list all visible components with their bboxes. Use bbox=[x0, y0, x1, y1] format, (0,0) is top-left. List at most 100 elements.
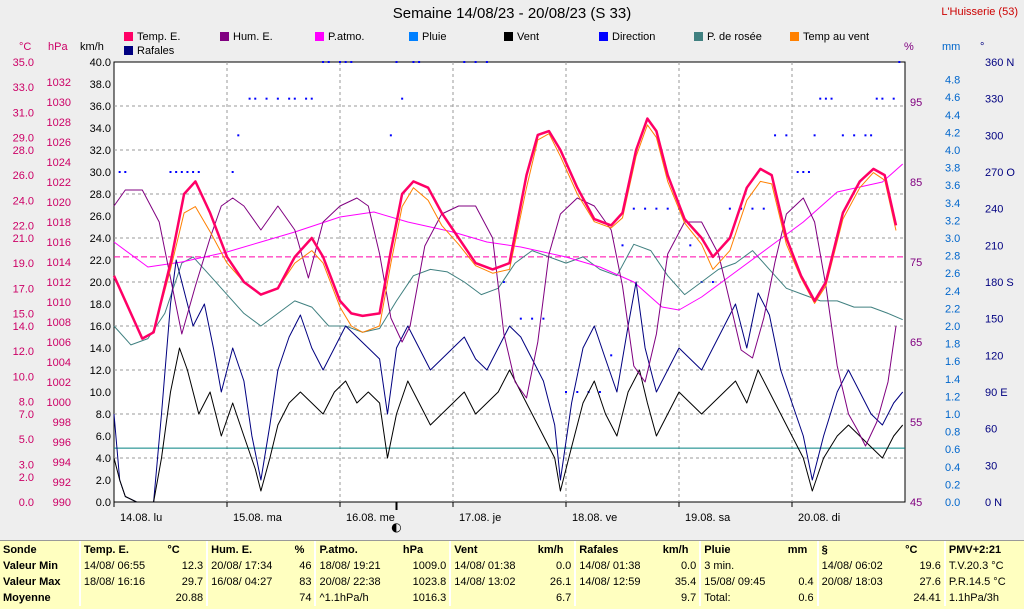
direction-tick-label: 60 bbox=[985, 424, 997, 436]
direction-point bbox=[401, 97, 404, 100]
direction-point bbox=[519, 317, 522, 320]
vent-max-date: 14/08/ 13:02 bbox=[449, 574, 535, 590]
hdr-rafales-unit: km/h bbox=[662, 544, 689, 556]
vent-min-date: 14/08/ 01:38 bbox=[449, 558, 535, 574]
direction-point bbox=[824, 97, 827, 100]
pressure-tick-label: 1022 bbox=[47, 177, 71, 189]
hdr-rafales: Rafales bbox=[574, 541, 660, 558]
section-avg-date bbox=[816, 590, 903, 606]
legend-swatch bbox=[124, 46, 133, 55]
direction-point bbox=[892, 97, 895, 100]
direction-point bbox=[875, 97, 878, 100]
direction-axis-unit: ° bbox=[980, 41, 985, 53]
direction-point bbox=[598, 391, 601, 393]
wind-tick-label: 36.0 bbox=[90, 101, 111, 113]
series-line-temp-e- bbox=[112, 117, 898, 340]
rain-tick-label: 2.6 bbox=[945, 268, 960, 280]
wind-tick-label: 12.0 bbox=[90, 365, 111, 377]
stats-row-max: Valeur Max 18/08/ 16:16 29.7 16/08/ 04:2… bbox=[0, 574, 1024, 590]
pressure-tick-label: 1006 bbox=[47, 337, 71, 349]
humidity-tick-label: 85 bbox=[910, 177, 922, 189]
vent-avg-value: 6.7 bbox=[555, 591, 572, 604]
x-tick-label: 14.08. lu bbox=[120, 512, 162, 524]
legend-label: Vent bbox=[517, 31, 540, 43]
wind-tick-label: 8.0 bbox=[96, 409, 111, 421]
rain-tick-label: 1.8 bbox=[945, 339, 960, 351]
rain-tick-label: 4.2 bbox=[945, 127, 960, 139]
direction-point bbox=[474, 61, 477, 63]
direction-tick-label: 120 bbox=[985, 350, 1003, 362]
temp-axis-unit: °C bbox=[19, 41, 32, 53]
pluie-total-value: 0.6 bbox=[798, 591, 814, 604]
legend-label: Rafales bbox=[137, 45, 175, 57]
rain-tick-label: 2.4 bbox=[945, 286, 960, 298]
hdr-vent-unit: km/h bbox=[537, 544, 564, 556]
legend-rafales: Rafales bbox=[124, 45, 174, 57]
direction-point bbox=[819, 97, 822, 100]
pmv-tv: T.V.20.3 °C bbox=[943, 558, 1024, 574]
pressure-tick-label: 992 bbox=[53, 477, 71, 489]
temp-tick-label: 22.0 bbox=[13, 220, 34, 232]
pluie-min-date: 3 min. bbox=[699, 558, 785, 574]
pressure-tick-label: 1012 bbox=[47, 277, 71, 289]
legend-label: Pluie bbox=[422, 31, 447, 43]
rafales-max-date: 14/08/ 12:59 bbox=[574, 574, 660, 590]
hdr-section: § bbox=[816, 541, 903, 558]
section-avg-value: 24.41 bbox=[913, 591, 941, 604]
temp-tick-label: 10.0 bbox=[13, 371, 34, 383]
legend-label: P. de rosée bbox=[707, 31, 762, 43]
legend-windchill: Temp au vent bbox=[790, 31, 869, 43]
station-name: L'Huisserie (53) bbox=[941, 6, 1018, 18]
legend-direction: Direction bbox=[599, 31, 655, 43]
pressure-tick-label: 1030 bbox=[47, 97, 71, 109]
hum-min-date: 20/08/ 17:34 bbox=[206, 558, 292, 574]
temp-tick-label: 26.0 bbox=[13, 170, 34, 182]
pmv-trend: 1.1hPa/3h bbox=[943, 590, 1024, 606]
direction-point bbox=[881, 97, 884, 100]
direction-point bbox=[830, 97, 833, 100]
rain-tick-label: 1.6 bbox=[945, 356, 960, 368]
direction-point bbox=[118, 171, 121, 173]
hdr-pluie: Pluie bbox=[699, 541, 785, 558]
temp-tick-label: 14.0 bbox=[13, 321, 34, 333]
rain-tick-label: 0.0 bbox=[945, 497, 960, 509]
direction-point bbox=[644, 207, 647, 210]
rain-tick-label: 3.8 bbox=[945, 163, 960, 175]
direction-point bbox=[531, 317, 534, 320]
rain-tick-label: 0.2 bbox=[945, 479, 960, 491]
wind-tick-label: 6.0 bbox=[96, 431, 111, 443]
wind-tick-label: 28.0 bbox=[90, 189, 111, 201]
wind-tick-label: 20.0 bbox=[90, 277, 111, 289]
patmo-max-value: 1023.8 bbox=[412, 575, 447, 588]
direction-point bbox=[197, 171, 200, 173]
direction-point bbox=[186, 171, 189, 173]
section-max-value: 27.6 bbox=[919, 575, 941, 588]
temp-tick-label: 31.0 bbox=[13, 107, 34, 119]
temp-max-date: 18/08/ 16:16 bbox=[78, 574, 165, 590]
legend-swatch bbox=[409, 32, 418, 41]
direction-tick-label: 270 O bbox=[985, 167, 1015, 179]
temp-tick-label: 29.0 bbox=[13, 132, 34, 144]
rain-tick-label: 1.0 bbox=[945, 409, 960, 421]
pressure-tick-label: 1024 bbox=[47, 157, 71, 169]
humidity-tick-label: 65 bbox=[910, 337, 922, 349]
rain-tick-label: 4.0 bbox=[945, 145, 960, 157]
direction-tick-label: 300 bbox=[985, 130, 1003, 142]
rafales-min-value: 0.0 bbox=[680, 559, 697, 572]
stats-row-avg: Moyenne 20.88 74 ^1.1hPa/h 1016.3 6.7 9.… bbox=[0, 590, 1024, 606]
patmo-min-date: 18/08/ 19:21 bbox=[314, 558, 400, 574]
pressure-tick-label: 1004 bbox=[47, 357, 71, 369]
rafales-min-date: 14/08/ 01:38 bbox=[574, 558, 660, 574]
wind-tick-label: 38.0 bbox=[90, 79, 111, 91]
row-label: Valeur Max bbox=[3, 575, 61, 588]
stats-table: Sonde Temp. E. °C Hum. E. % P.atmo. hPa … bbox=[0, 541, 1024, 606]
direction-tick-label: 330 bbox=[985, 94, 1003, 106]
humidity-tick-label: 45 bbox=[910, 497, 922, 509]
legend-swatch bbox=[599, 32, 608, 41]
direction-point bbox=[344, 61, 347, 63]
direction-point bbox=[288, 97, 291, 100]
hdr-patmo-unit: hPa bbox=[402, 544, 424, 556]
temp-tick-label: 35.0 bbox=[13, 57, 34, 69]
direction-point bbox=[180, 171, 183, 173]
wind-tick-label: 10.0 bbox=[90, 387, 111, 399]
